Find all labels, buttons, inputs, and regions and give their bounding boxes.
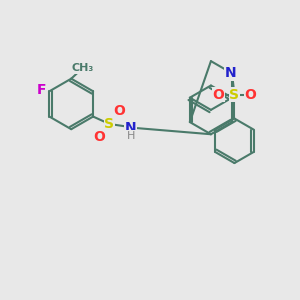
Text: H: H (127, 131, 135, 141)
Text: N: N (225, 66, 236, 80)
Text: O: O (244, 88, 256, 102)
Text: CH₃: CH₃ (71, 63, 93, 73)
Text: S: S (104, 117, 115, 131)
Text: S: S (230, 88, 239, 102)
Text: F: F (36, 83, 46, 97)
Text: N: N (125, 121, 137, 135)
Text: O: O (212, 88, 224, 102)
Text: O: O (114, 104, 125, 118)
Text: O: O (93, 130, 105, 144)
